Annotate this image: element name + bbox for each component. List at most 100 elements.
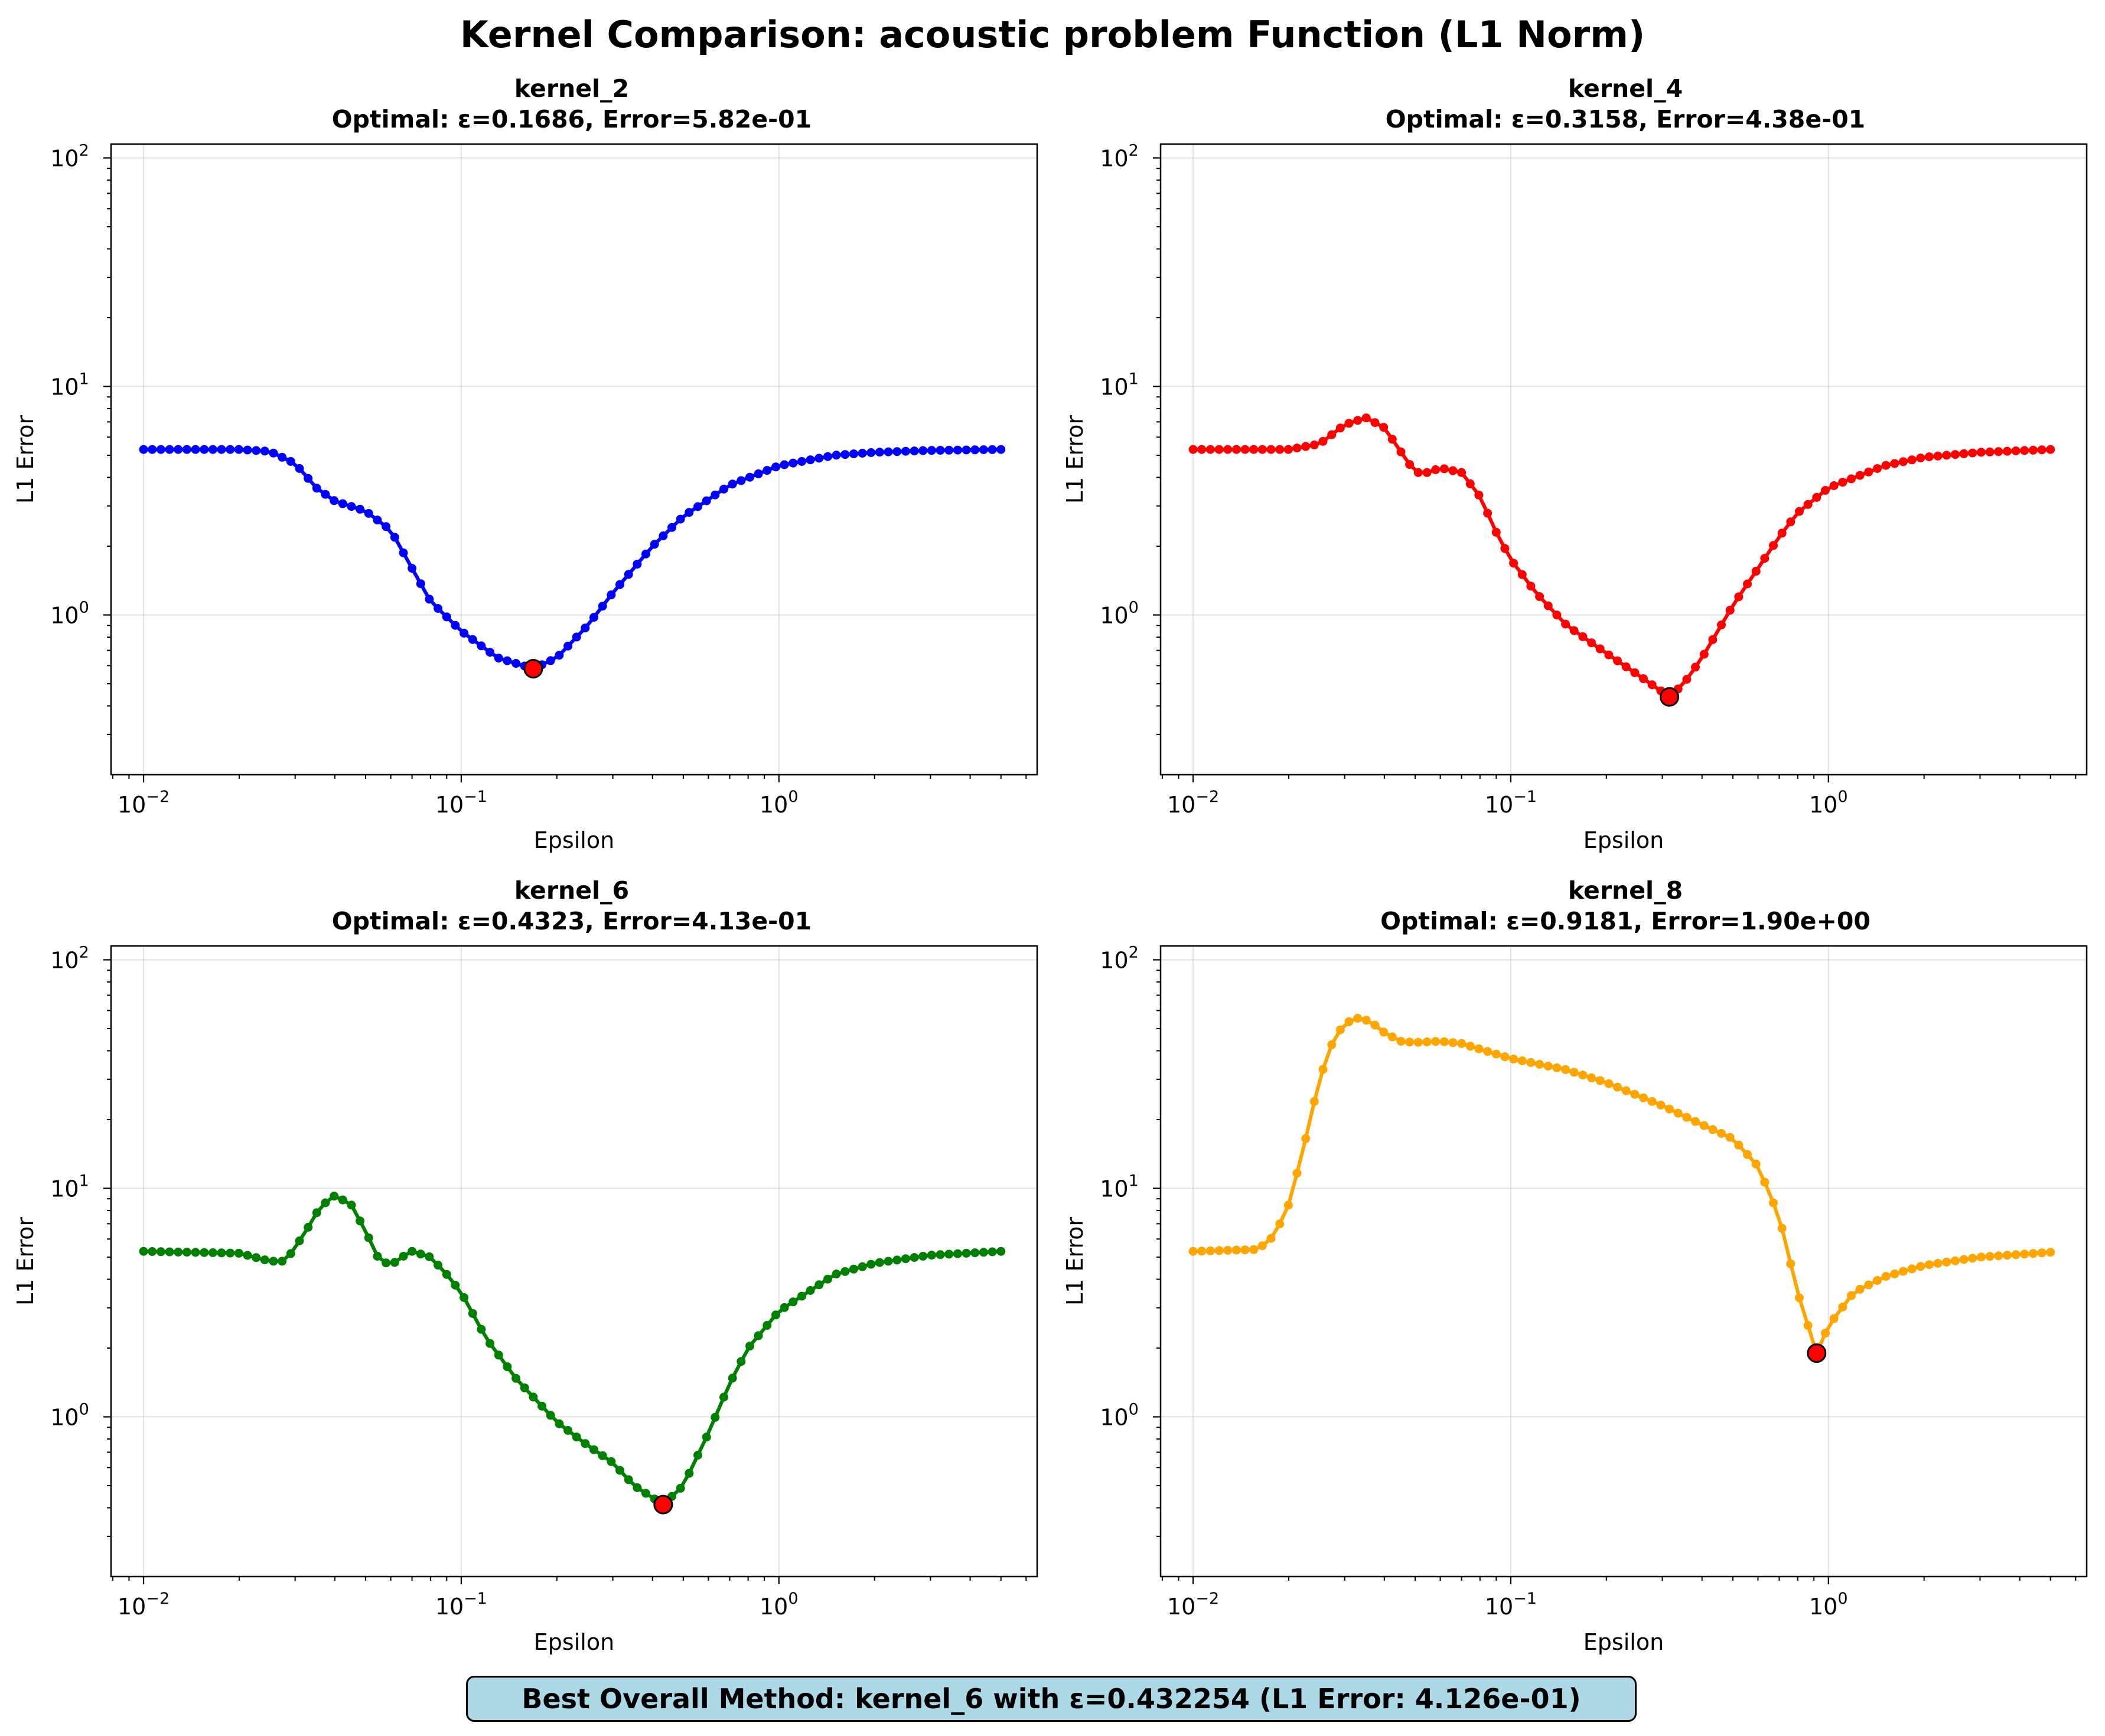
- subplot-4-data-point-16: [1327, 1040, 1337, 1049]
- subplot-4-data-point-28: [1431, 1037, 1441, 1046]
- subplot-2-y-tick-exponent-0: 0: [1129, 598, 1139, 616]
- subplot-2-data-point-9: [1266, 445, 1276, 454]
- subplot-1-data-point-48: [555, 651, 564, 660]
- subplot-1-data-point-99: [996, 445, 1006, 454]
- subplot-4-data-point-4: [1223, 1246, 1233, 1255]
- subplot-4-data-point-12: [1292, 1169, 1302, 1178]
- subplot-3-data-point-89: [910, 1253, 919, 1262]
- subplot-3-data-point-74: [780, 1303, 789, 1312]
- subplot-2-data-point-89: [1959, 449, 1969, 458]
- subplot-2-data-point-20: [1361, 413, 1371, 423]
- subplot-1-data-point-96: [970, 445, 980, 455]
- subplot-1-data-point-21: [321, 490, 330, 499]
- subplot-3-data-point-85: [875, 1258, 884, 1267]
- subplot-2-data-point-37: [1509, 559, 1519, 568]
- subplot-3-data-point-33: [425, 1252, 434, 1261]
- subplot-2-data-point-6: [1240, 445, 1250, 454]
- subplot-4-x-tick-label-1: 10−1: [1485, 1590, 1537, 1620]
- subplot-1-data-point-69: [737, 476, 746, 485]
- subplot-3-data-point-80: [832, 1270, 841, 1279]
- subplot-1-data-point-13: [252, 446, 261, 455]
- subplot-4-data-point-34: [1483, 1047, 1493, 1056]
- subplot-1-data-point-6: [191, 445, 200, 454]
- subplot-4-data-point-77: [1855, 1284, 1865, 1294]
- subplot-1-data-point-39: [477, 641, 486, 651]
- subplot-2-data-point-76: [1847, 474, 1856, 484]
- subplot-2-data-point-10: [1275, 445, 1285, 454]
- subplot-2-data-point-77: [1855, 471, 1865, 480]
- subplot-3-data-point-68: [728, 1373, 737, 1383]
- subplot-4-data-point-83: [1907, 1264, 1917, 1274]
- best-overall-box: Best Overall Method: kernel_6 with ε=0.4…: [466, 1676, 1637, 1722]
- subplot-2-data-point-83: [1907, 455, 1917, 465]
- subplot-2-data-point-36: [1500, 544, 1510, 553]
- subplot-2-data-point-70: [1795, 507, 1804, 516]
- subplot-4-y-tick-label-2: 102: [1100, 943, 1139, 973]
- subplot-4-data-point-69: [1786, 1259, 1796, 1268]
- subplot-4-data-point-6: [1240, 1245, 1250, 1255]
- subplot-4-data-point-81: [1890, 1269, 1899, 1278]
- subplot-2-data-point-68: [1777, 528, 1787, 538]
- subplot-4-data-point-88: [1950, 1256, 1960, 1265]
- subplot-2-y-tick-label-2: 102: [1100, 141, 1139, 171]
- subplot-1-data-point-67: [719, 484, 728, 494]
- subplot-4-data-point-25: [1405, 1037, 1415, 1047]
- subplot-3-data-point-78: [814, 1280, 824, 1290]
- subplot-2-data-point-47: [1595, 644, 1605, 654]
- subplot-1-data-point-17: [286, 457, 295, 466]
- subplot-4-data-point-60: [1708, 1125, 1718, 1134]
- subplot-2-kernel-name: kernel_4: [1568, 74, 1683, 103]
- subplot-1-data-point-77: [806, 455, 815, 465]
- subplot-3-data-point-10: [226, 1248, 235, 1258]
- subplot-4-data-point-30: [1448, 1038, 1458, 1048]
- subplot-1-y-tick-exponent-1: 1: [79, 370, 89, 388]
- subplot-3-data-point-99: [996, 1246, 1006, 1256]
- subplot-4-data-point-68: [1777, 1223, 1787, 1233]
- subplot-1-data-point-82: [849, 449, 858, 459]
- subplot-2-data-point-35: [1491, 527, 1501, 537]
- subplot-3-data-point-83: [858, 1262, 867, 1271]
- subplot-1-optimal-text: Optimal: ε=0.1686, Error=5.82e-01: [331, 105, 812, 133]
- subplot-2-y-tick-label-1: 101: [1100, 370, 1139, 400]
- subplot-4-data-point-80: [1881, 1272, 1891, 1281]
- subplot-3-data-point-32: [416, 1249, 425, 1259]
- subplot-4-data-point-39: [1526, 1058, 1536, 1067]
- subplot-3-data-point-73: [771, 1310, 780, 1320]
- subplot-1-data-point-51: [581, 624, 590, 632]
- subplot-3-data-point-50: [572, 1432, 581, 1442]
- subplot-2-x-tick-label-2: 100: [1809, 788, 1848, 818]
- subplot-4-data-point-95: [2011, 1250, 2021, 1259]
- subplot-2-data-point-51: [1630, 668, 1640, 677]
- subplot-4-data-point-78: [1864, 1280, 1873, 1290]
- subplot-4-data-point-13: [1301, 1134, 1311, 1143]
- subplot-1-data-point-4: [174, 445, 183, 454]
- subplot-1-data-point-68: [728, 479, 737, 489]
- subplot-4-data-point-26: [1413, 1037, 1423, 1047]
- subplot-2-data-point-16: [1327, 430, 1337, 439]
- subplot-3-data-point-53: [598, 1451, 607, 1460]
- subplot-1-series-line: [144, 448, 1001, 671]
- subplot-1-data-point-11: [234, 445, 243, 454]
- subplot-1-data-point-37: [460, 628, 469, 638]
- subplot-1-data-point-90: [918, 446, 928, 455]
- subplot-2-data-point-88: [1950, 450, 1960, 459]
- subplot-3-optimal-marker: [653, 1494, 673, 1515]
- subplot-2-data-point-30: [1448, 466, 1458, 475]
- subplot-1-data-point-12: [243, 445, 252, 455]
- subplot-4-data-point-24: [1396, 1037, 1406, 1046]
- subplot-1-x-axis-label: Epsilon: [534, 827, 614, 853]
- subplot-4-data-point-54: [1656, 1100, 1666, 1110]
- subplot-3-x-tick-label-0: 10−2: [118, 1590, 170, 1620]
- subplot-2-data-point-99: [2046, 445, 2055, 454]
- subplot-1-data-point-91: [927, 446, 936, 455]
- subplot-1-data-point-8: [208, 445, 217, 454]
- subplot-3-data-point-58: [641, 1489, 650, 1498]
- subplot-2-data-point-3: [1214, 445, 1224, 454]
- subplot-4-data-point-32: [1465, 1042, 1475, 1051]
- subplot-2-data-point-61: [1717, 620, 1726, 629]
- subplot-4-data-point-48: [1604, 1079, 1614, 1088]
- subplot-1-data-point-95: [962, 445, 971, 455]
- subplot-3-data-point-48: [555, 1419, 564, 1428]
- subplot-3-data-point-4: [174, 1247, 183, 1257]
